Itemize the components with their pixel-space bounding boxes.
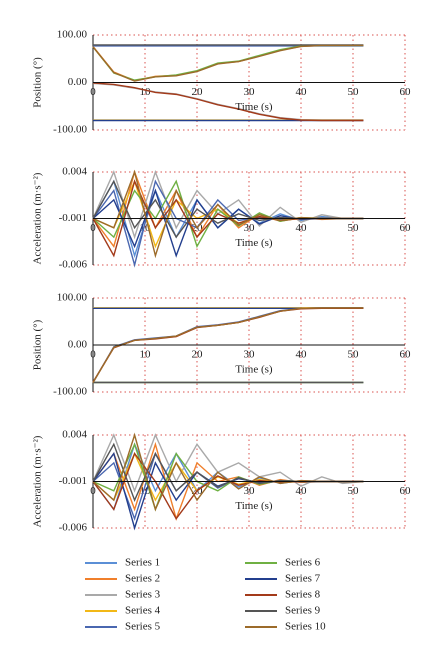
x-tick-label: 40 xyxy=(296,86,308,98)
legend-label: Series 4 xyxy=(125,605,161,617)
x-tick-label: 10 xyxy=(140,222,152,234)
y-axis-label: Acceleration (m·s⁻²) xyxy=(32,172,44,264)
legend-label: Series 5 xyxy=(125,621,161,633)
legend-label: Series 10 xyxy=(285,621,326,633)
y-tick-label: 0.004 xyxy=(62,429,87,441)
x-tick-label: 20 xyxy=(192,349,204,361)
y-tick-label: 100.00 xyxy=(57,29,88,41)
x-tick-label: 50 xyxy=(348,485,360,497)
y-tick-label: 0.00 xyxy=(68,76,88,88)
legend-label: Series 7 xyxy=(285,573,321,585)
x-axis-label: Time (s) xyxy=(235,101,273,113)
legend-label: Series 9 xyxy=(285,605,321,617)
y-tick-label: -100.00 xyxy=(53,386,87,398)
series-line xyxy=(92,442,364,502)
series-line xyxy=(92,82,364,122)
x-tick-label: 50 xyxy=(348,349,360,361)
x-tick-label: 60 xyxy=(400,222,412,234)
x-tick-label: 60 xyxy=(400,485,412,497)
y-tick-label: -0.006 xyxy=(59,259,88,271)
x-tick-label: 50 xyxy=(348,86,360,98)
series-line xyxy=(92,82,364,121)
y-tick-label: 0.00 xyxy=(68,339,88,351)
series-line xyxy=(92,188,364,258)
x-axis-label: Time (s) xyxy=(235,237,273,249)
y-tick-label: -0.001 xyxy=(59,475,87,487)
x-tick-label: 30 xyxy=(244,86,256,98)
legend-label: Series 8 xyxy=(285,589,321,601)
x-tick-label: 60 xyxy=(400,349,412,361)
x-tick-label: 10 xyxy=(140,86,152,98)
x-tick-label: 40 xyxy=(296,349,308,361)
x-tick-label: 30 xyxy=(244,222,256,234)
y-tick-label: 0.004 xyxy=(62,166,87,178)
legend-label: Series 6 xyxy=(285,557,321,569)
legend-label: Series 3 xyxy=(125,589,161,601)
y-tick-label: -0.006 xyxy=(59,522,88,534)
x-axis-label: Time (s) xyxy=(235,500,273,512)
x-tick-label: 50 xyxy=(348,222,360,234)
x-tick-label: 30 xyxy=(244,485,256,497)
x-tick-label: 40 xyxy=(296,222,308,234)
legend-label: Series 2 xyxy=(125,573,160,585)
x-tick-label: 40 xyxy=(296,485,308,497)
y-tick-label: 100.00 xyxy=(57,292,88,304)
y-tick-label: -0.001 xyxy=(59,212,87,224)
x-tick-label: 20 xyxy=(192,86,204,98)
series-line xyxy=(92,169,364,240)
legend-label: Series 1 xyxy=(125,557,160,569)
series-line xyxy=(92,44,364,82)
y-axis-label: Acceleration (m·s⁻²) xyxy=(32,435,44,527)
x-axis-label: Time (s) xyxy=(235,364,273,376)
series-line xyxy=(92,307,364,383)
y-axis-label: Position (°) xyxy=(32,319,44,370)
x-tick-label: 30 xyxy=(244,349,256,361)
y-axis-label: Position (°) xyxy=(32,57,44,108)
x-tick-label: 10 xyxy=(140,349,152,361)
x-tick-label: 10 xyxy=(140,485,152,497)
x-tick-label: 60 xyxy=(400,86,412,98)
y-tick-label: -100.00 xyxy=(53,124,87,136)
